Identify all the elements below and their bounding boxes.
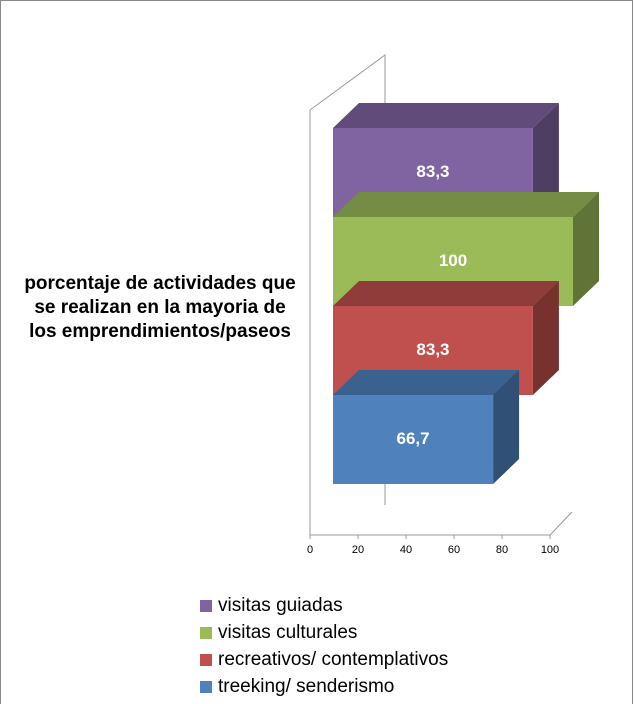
- data-label: 100: [439, 251, 467, 270]
- x-tick-label: 0: [307, 544, 313, 556]
- floor: [549, 511, 573, 536]
- category-label: porcentaje de actividades que se realiza…: [24, 273, 296, 342]
- x-tick-label: 40: [400, 544, 412, 556]
- legend-swatch: [200, 654, 212, 666]
- bar-side: [573, 192, 599, 306]
- bar-side: [532, 103, 559, 217]
- data-label: 83,3: [416, 162, 449, 181]
- x-tick-label: 100: [541, 544, 559, 556]
- legend-swatch: [200, 681, 212, 693]
- bar-top: [333, 192, 599, 217]
- legend-swatch: [200, 627, 212, 639]
- legend-label: treeking/ senderismo: [218, 676, 394, 697]
- bar: [333, 395, 494, 484]
- x-tick-label: 80: [496, 544, 508, 556]
- bar-top: [333, 281, 559, 306]
- bar-top: [333, 103, 559, 128]
- legend-label: visitas guiadas: [218, 595, 343, 616]
- data-label: 66,7: [396, 429, 429, 448]
- data-label: 83,3: [416, 340, 449, 359]
- legend-label: recreativos/ contemplativos: [218, 649, 448, 670]
- legend-swatch: [200, 600, 212, 612]
- bar-side: [532, 281, 559, 395]
- x-tick-label: 60: [448, 544, 460, 556]
- legend-label: visitas culturales: [218, 622, 357, 643]
- bar-side: [493, 370, 520, 484]
- x-tick-label: 20: [352, 544, 364, 556]
- bar-top: [333, 370, 520, 395]
